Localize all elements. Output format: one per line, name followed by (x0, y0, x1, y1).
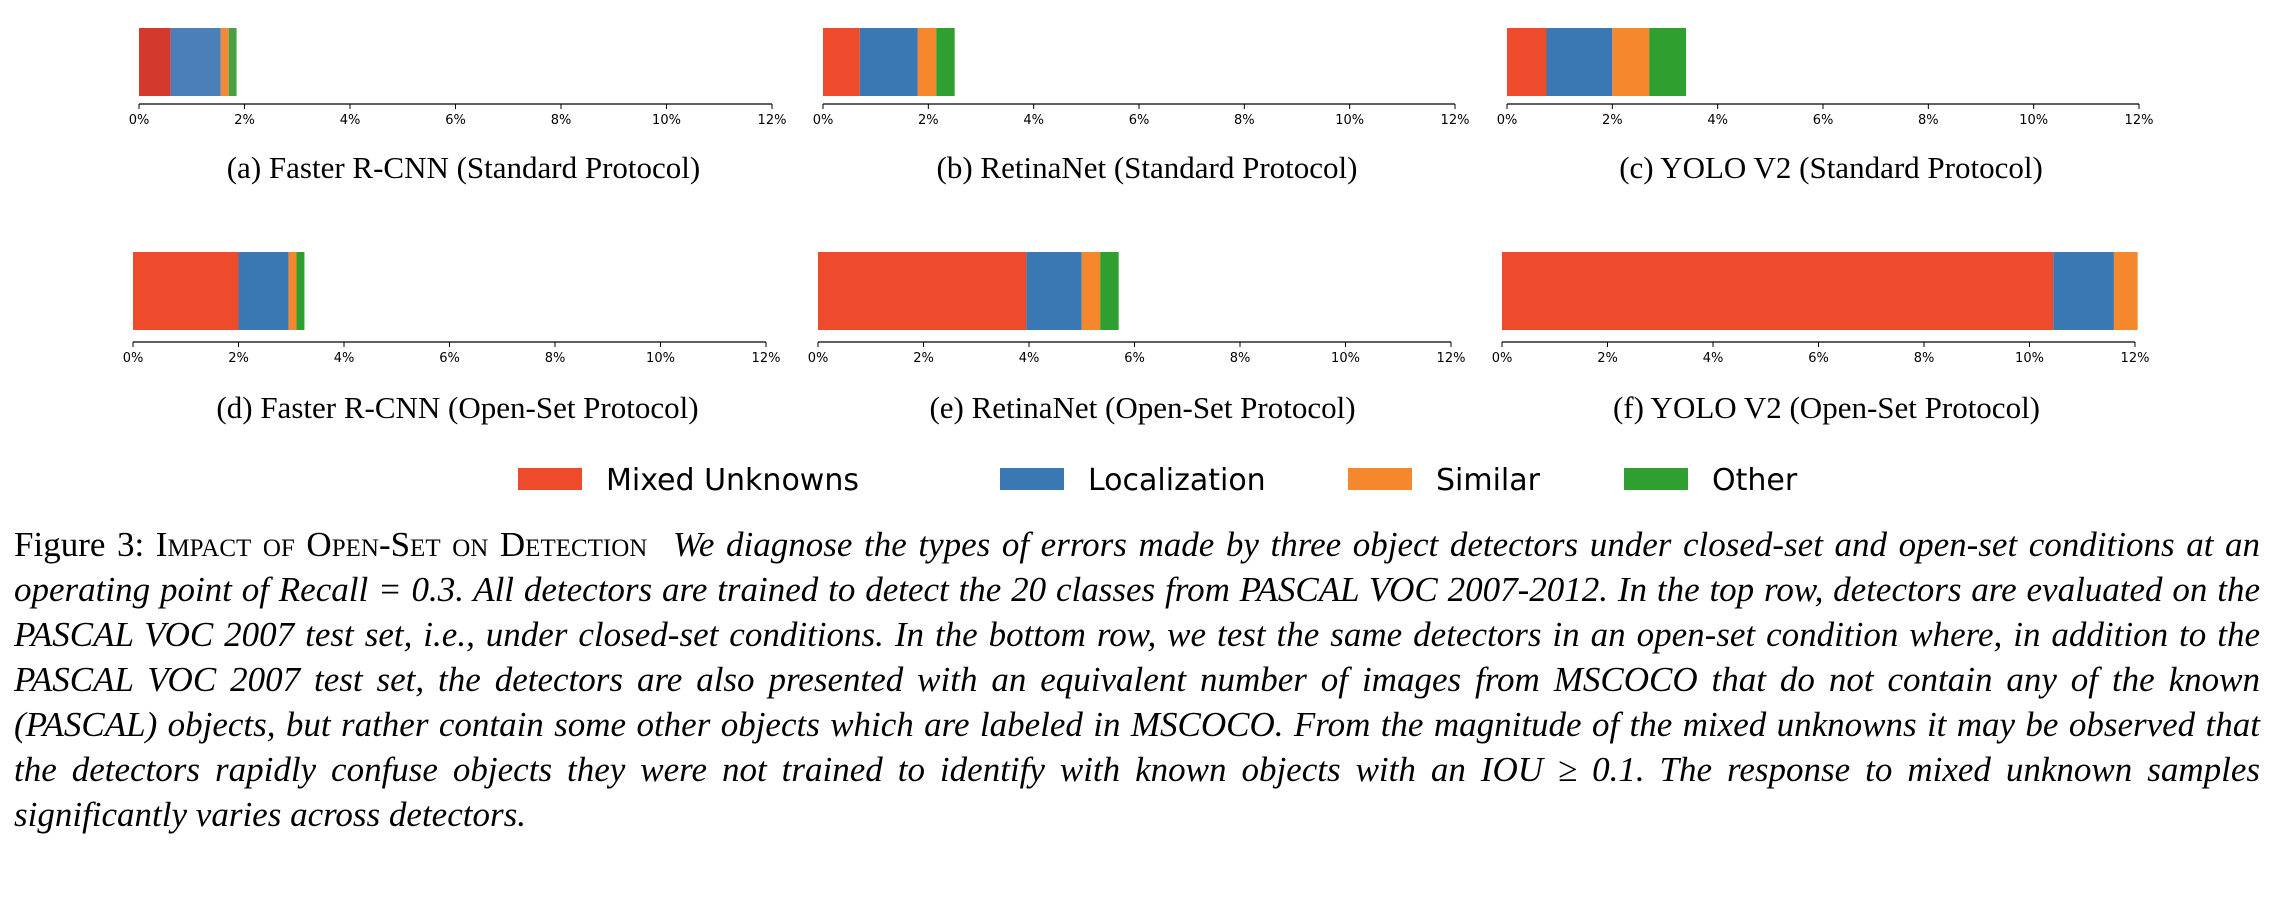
bar-segment-mixed-unknowns (133, 252, 239, 330)
chart-panel-4: 0% 2% 4% 6% 8% 10% 12% (d) Faster R-CNN (Open-S… (123, 252, 781, 425)
bar-segment-similar (220, 28, 229, 96)
x-tick-label: 0% (813, 113, 834, 128)
x-tick-label: 12% (1437, 351, 1466, 366)
x-tick-label: 4% (334, 351, 355, 366)
bar-segment-localization (859, 28, 918, 96)
x-tick-label: 4% (340, 113, 361, 128)
subcaption: (c) YOLO V2 (Standard Protocol) (1619, 150, 2043, 185)
x-tick-label: 8% (1234, 113, 1255, 128)
caption-title: Impact of Open-Set on Detection (155, 525, 648, 564)
legend-swatch (1000, 468, 1064, 490)
subcaption: (b) RetinaNet (Standard Protocol) (937, 150, 1358, 185)
x-tick-label: 6% (439, 351, 460, 366)
x-tick-label: 12% (752, 351, 781, 366)
bar-segment-similar (917, 28, 937, 96)
x-tick-label: 2% (234, 113, 255, 128)
x-tick-label: 4% (1707, 113, 1728, 128)
bar-segment-similar (1081, 252, 1101, 330)
x-tick-label: 4% (1023, 113, 1044, 128)
x-tick-label: 0% (808, 351, 829, 366)
bar-segment-mixed-unknowns (818, 252, 1027, 330)
x-tick-label: 10% (2019, 113, 2048, 128)
subcaption: (d) Faster R-CNN (Open-Set Protocol) (216, 390, 698, 425)
bar-segment-localization (170, 28, 221, 96)
bar-segment-other (1649, 28, 1687, 96)
caption-body: We diagnose the types of errors made by … (14, 525, 2261, 834)
legend-label: Other (1712, 463, 1798, 498)
x-tick-label: 8% (551, 113, 572, 128)
x-tick-label: 12% (2121, 351, 2150, 366)
legend-swatch (518, 468, 582, 490)
x-tick-label: 6% (1813, 113, 1834, 128)
bar-segment-other (228, 28, 237, 96)
bar-segment-similar (1612, 28, 1650, 96)
x-tick-label: 4% (1019, 351, 1040, 366)
subcaption: (f) YOLO V2 (Open-Set Protocol) (1613, 390, 2040, 425)
x-tick-label: 2% (1597, 351, 1618, 366)
legend-label: Similar (1436, 463, 1541, 498)
caption-label: Figure 3: (14, 525, 145, 564)
x-tick-label: 0% (123, 351, 144, 366)
x-tick-label: 8% (1918, 113, 1939, 128)
x-tick-label: 6% (1124, 351, 1145, 366)
bar-segment-other (1100, 252, 1119, 330)
figure-caption: Figure 3: Impact of Open-Set on Detectio… (14, 522, 2260, 837)
bar-segment-localization (1026, 252, 1082, 330)
x-tick-label: 0% (1492, 351, 1513, 366)
x-tick-label: 2% (228, 351, 249, 366)
x-tick-label: 8% (1230, 351, 1251, 366)
bar-segment-mixed-unknowns (139, 28, 171, 96)
legend-label: Mixed Unknowns (606, 463, 859, 498)
x-tick-label: 8% (1914, 351, 1935, 366)
x-tick-label: 2% (1602, 113, 1623, 128)
x-tick-label: 10% (1335, 113, 1364, 128)
bar-segment-similar (288, 252, 297, 330)
subcaption: (e) RetinaNet (Open-Set Protocol) (929, 390, 1355, 425)
x-tick-label: 12% (1441, 113, 1470, 128)
legend-swatch (1624, 468, 1688, 490)
subcaption: (a) Faster R-CNN (Standard Protocol) (227, 150, 701, 185)
legend: Mixed Unknowns Localization Similar Other (518, 463, 1798, 498)
legend-item-similar: Similar (1348, 463, 1541, 498)
x-tick-label: 6% (1808, 351, 1829, 366)
legend-item-localization: Localization (1000, 463, 1266, 498)
legend-item-other: Other (1624, 463, 1798, 498)
x-tick-label: 0% (129, 113, 150, 128)
x-tick-label: 10% (1331, 351, 1360, 366)
legend-item-mixed-unknowns: Mixed Unknowns (518, 463, 859, 498)
chart-panel-6: 0% 2% 4% 6% 8% 10% 12% (f) YOLO V2 (Open-Set Pr… (1492, 252, 2150, 425)
bar-segment-mixed-unknowns (823, 28, 860, 96)
x-tick-label: 4% (1703, 351, 1724, 366)
x-tick-label: 10% (652, 113, 681, 128)
x-tick-label: 10% (646, 351, 675, 366)
legend-swatch (1348, 468, 1412, 490)
bar-segment-other (296, 252, 305, 330)
x-tick-label: 6% (445, 113, 466, 128)
x-tick-label: 2% (918, 113, 939, 128)
bar-segment-localization (238, 252, 289, 330)
x-tick-label: 12% (2125, 113, 2154, 128)
bar-segment-other (936, 28, 955, 96)
bar-segment-mixed-unknowns (1507, 28, 1547, 96)
x-tick-label: 2% (913, 351, 934, 366)
chart-panel-1: 0% 2% 4% 6% 8% 10% 12% (a) Faster R-CNN (Standa… (129, 28, 787, 185)
bar-segment-localization (1546, 28, 1613, 96)
x-tick-label: 10% (2015, 351, 2044, 366)
x-tick-label: 6% (1129, 113, 1150, 128)
bar-segment-localization (2053, 252, 2114, 330)
chart-panel-2: 0% 2% 4% 6% 8% 10% 12% (b) RetinaNet (Standard … (813, 28, 1470, 185)
chart-panels: 0% 2% 4% 6% 8% 10% 12% (a) Faster R-CNN (Standa… (123, 28, 2154, 425)
chart-panel-5: 0% 2% 4% 6% 8% 10% 12% (e) RetinaNet (Open-Set … (808, 252, 1466, 425)
x-tick-label: 12% (758, 113, 787, 128)
legend-label: Localization (1088, 463, 1266, 498)
bar-segment-similar (2113, 252, 2138, 330)
x-tick-label: 0% (1497, 113, 1518, 128)
x-tick-label: 8% (545, 351, 566, 366)
chart-panel-3: 0% 2% 4% 6% 8% 10% 12% (c) YOLO V2 (Standard Pr… (1497, 28, 2154, 185)
bar-segment-mixed-unknowns (1502, 252, 2054, 330)
